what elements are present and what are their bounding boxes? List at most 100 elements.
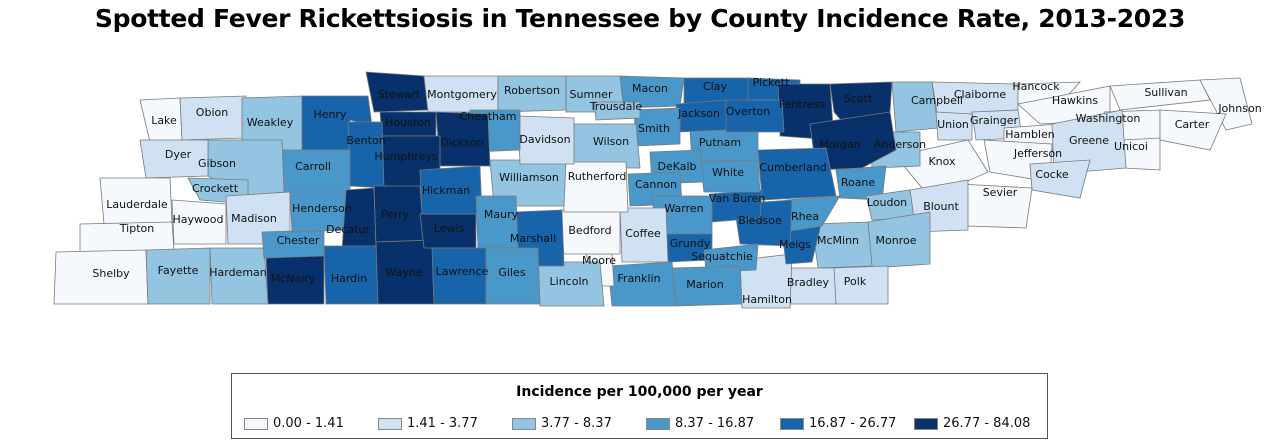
legend-swatch <box>244 417 268 430</box>
county-label: Bedford <box>568 224 611 237</box>
county-coffee <box>619 207 669 263</box>
county-mcnairy <box>265 255 325 305</box>
county-label: Anderson <box>874 138 926 151</box>
county-label: Haywood <box>173 213 224 226</box>
legend-items: 0.00 - 1.41 1.41 - 3.77 3.77 - 8.37 8.37… <box>244 416 1048 431</box>
legend-swatch <box>512 417 536 430</box>
county-label: Macon <box>632 82 668 95</box>
county-decatur <box>341 187 377 251</box>
county-label: Marion <box>686 278 724 291</box>
tennessee-county-map: Lake Obion Weakley Henry Stewart Montgomery Ro… <box>53 71 1262 309</box>
county-label: Wilson <box>593 135 629 148</box>
county-label: Hawkins <box>1052 94 1098 107</box>
legend-item-4: 16.87 - 26.77 <box>780 416 914 431</box>
county-label: Williamson <box>499 171 559 184</box>
county-label: Bradley <box>787 276 830 289</box>
legend-label: 26.77 - 84.08 <box>943 416 1031 431</box>
county-label: Rutherford <box>568 170 627 183</box>
legend-title: Incidence per 100,000 per year <box>516 384 763 400</box>
county-label: Fayette <box>158 264 199 277</box>
county-label: Shelby <box>92 267 130 280</box>
county-label: Henry <box>313 108 347 121</box>
county-label: Humphreys <box>374 150 437 163</box>
county-label: Cocke <box>1035 168 1068 181</box>
county-label: Carter <box>1175 118 1210 131</box>
county-label: Hardin <box>331 272 367 285</box>
county-label: Grainger <box>970 114 1019 127</box>
county-label: Perry <box>381 208 410 221</box>
county-label: Houston <box>385 116 431 129</box>
county-label: Loudon <box>867 196 907 209</box>
county-label: Montgomery <box>427 88 497 101</box>
county-label: Hamilton <box>742 293 792 306</box>
legend-label: 1.41 - 3.77 <box>407 416 478 431</box>
legend-item-0: 0.00 - 1.41 <box>244 416 378 431</box>
county-label: Coffee <box>625 227 661 240</box>
county-greene <box>1051 109 1127 175</box>
legend-label: 0.00 - 1.41 <box>273 416 344 431</box>
county-label: Wayne <box>385 266 422 279</box>
county-cumberland <box>757 147 837 201</box>
county-carroll <box>281 149 351 197</box>
county-label: Morgan <box>819 138 860 151</box>
county-label: Hardeman <box>209 266 267 279</box>
county-label: Cheatham <box>460 110 517 123</box>
county-label: Weakley <box>247 116 294 129</box>
county-label: Lincoln <box>550 275 589 288</box>
county-label: Roane <box>841 176 876 189</box>
county-label: Hancock <box>1012 80 1060 93</box>
county-label: Washington <box>1076 112 1141 125</box>
county-fayette <box>145 247 211 305</box>
county-label: Smith <box>638 122 670 135</box>
legend-item-5: 26.77 - 84.08 <box>914 416 1048 431</box>
county-sequatchie <box>703 243 759 273</box>
county-label: McNairy <box>271 272 316 285</box>
county-label: Dickson <box>440 136 483 149</box>
county-label: Cumberland <box>759 161 826 174</box>
county-label: Madison <box>231 212 277 225</box>
county-label: DeKalb <box>657 160 696 173</box>
county-label: Union <box>937 118 969 131</box>
legend-item-3: 8.37 - 16.87 <box>646 416 780 431</box>
county-label: Benton <box>346 134 385 147</box>
county-label: Meigs <box>779 238 811 251</box>
county-cocke <box>1029 159 1091 199</box>
county-label: Stewart <box>378 88 421 101</box>
county-label: Dyer <box>165 148 192 161</box>
county-label: Obion <box>196 106 228 119</box>
county-label: Bledsoe <box>738 214 782 227</box>
county-label: Unicoi <box>1114 140 1148 153</box>
legend-swatch <box>780 417 804 430</box>
county-layer <box>53 71 1253 309</box>
county-label: Greene <box>1069 134 1109 147</box>
legend-swatch <box>378 417 402 430</box>
county-label: Moore <box>582 254 616 267</box>
county-campbell <box>891 81 939 133</box>
county-label: Johnson <box>1217 102 1261 115</box>
county-label: Marshall <box>510 232 556 245</box>
county-label: Overton <box>726 105 771 118</box>
legend-label: 3.77 - 8.37 <box>541 416 612 431</box>
legend-swatch <box>914 417 938 430</box>
county-label: Clay <box>703 80 727 93</box>
legend-item-2: 3.77 - 8.37 <box>512 416 646 431</box>
map-title: Spotted Fever Rickettsiosis in Tennessee… <box>94 4 1186 33</box>
county-label: Claiborne <box>954 88 1007 101</box>
county-label: Crockett <box>192 182 239 195</box>
county-trousdale <box>593 101 641 121</box>
county-label: Franklin <box>617 272 660 285</box>
county-label: Campbell <box>911 94 963 107</box>
county-label-layer: Lake Obion Weakley Henry Stewart Montgomery Ro… <box>92 76 1261 306</box>
county-label: Maury <box>484 208 519 221</box>
county-label: Lewis <box>434 222 465 235</box>
county-label: Van Buren <box>709 192 765 205</box>
county-franklin <box>607 261 677 307</box>
county-label: Decatur <box>326 223 370 236</box>
county-union <box>935 111 973 141</box>
county-label: Polk <box>844 275 867 288</box>
county-label: Grundy <box>670 237 711 250</box>
county-mcminn <box>811 221 873 269</box>
county-label: Hickman <box>422 184 470 197</box>
legend-label: 16.87 - 26.77 <box>809 416 897 431</box>
county-label: Sequatchie <box>691 250 753 263</box>
